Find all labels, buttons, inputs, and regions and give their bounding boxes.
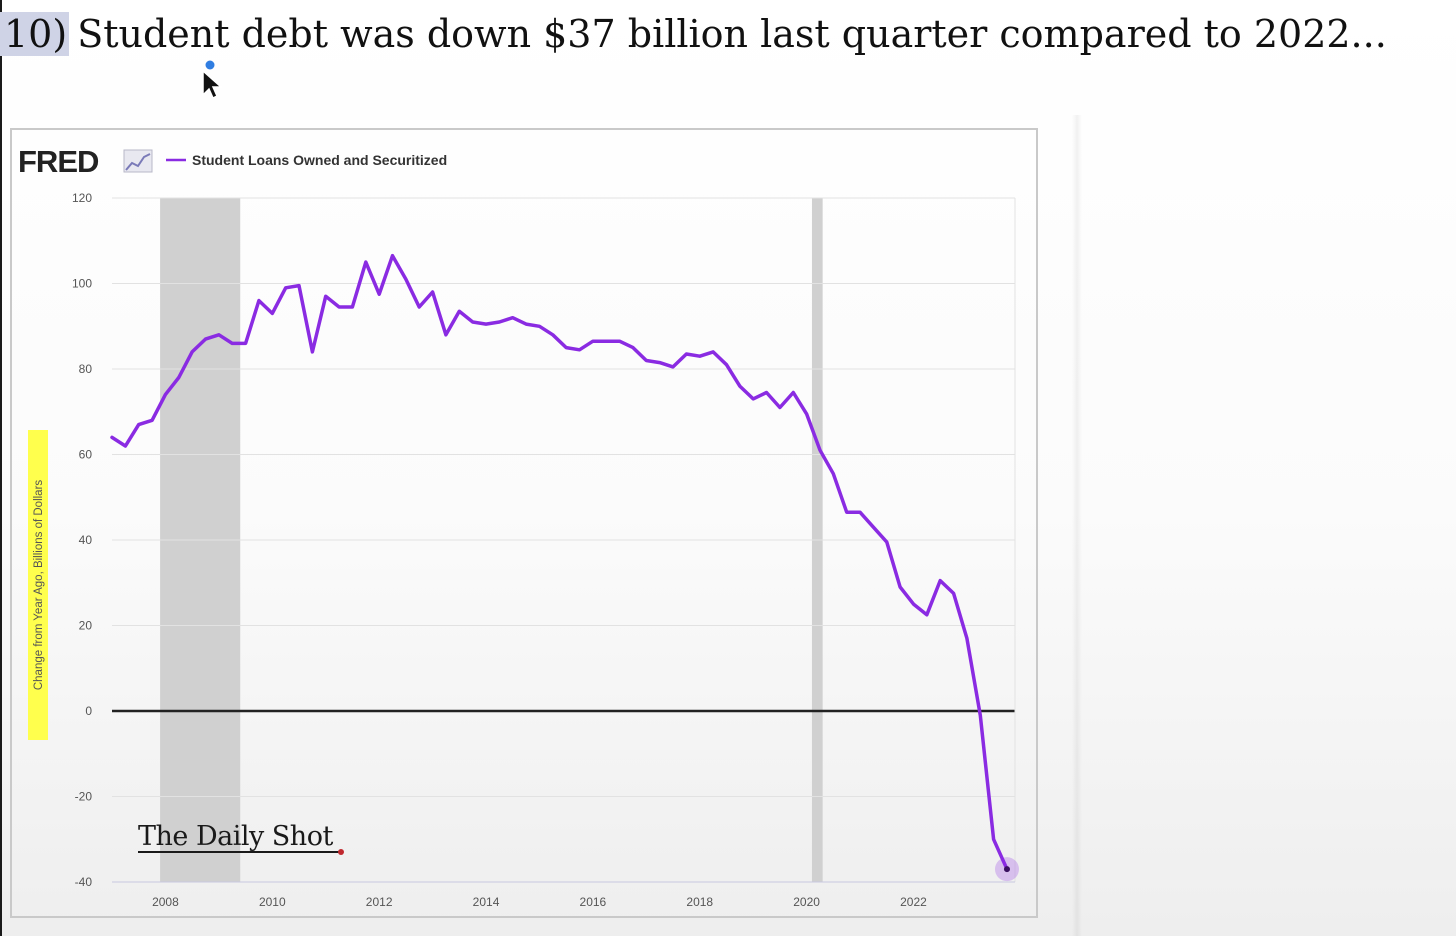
- x-tick-label: 2014: [473, 895, 500, 909]
- y-tick-label: 40: [79, 533, 93, 547]
- series-line: [110, 253, 1009, 871]
- last-point-marker: [1003, 866, 1010, 873]
- y-tick-label: -40: [75, 875, 93, 889]
- fred-logo: FRED: [18, 144, 99, 179]
- y-axis-label: Change from Year Ago, Billions of Dollar…: [33, 480, 45, 691]
- x-tick-label: 2010: [259, 895, 286, 909]
- y-tick-label: -20: [75, 790, 93, 804]
- list-number: 10): [0, 12, 70, 56]
- x-tick-label: 2012: [366, 895, 393, 909]
- watermark-dot: [338, 849, 344, 855]
- x-tick-label: 2008: [152, 895, 179, 909]
- page-title: 10) Student debt was down $37 billion las…: [0, 8, 1387, 60]
- y-tick-label: 20: [79, 619, 93, 633]
- daily-shot-watermark: The Daily Shot: [138, 821, 333, 852]
- y-axis-label-group: Change from Year Ago, Billions of Dollar…: [28, 430, 48, 740]
- x-tick-label: 2016: [580, 895, 607, 909]
- panel-divider: [1072, 115, 1082, 936]
- y-tick-label: 80: [79, 362, 93, 376]
- y-tick-label: 60: [79, 448, 93, 462]
- ylabel-highlight: [28, 430, 48, 740]
- x-tick-label: 2018: [686, 895, 713, 909]
- y-tick-label: 0: [85, 704, 92, 718]
- x-tick-label: 2020: [793, 895, 820, 909]
- y-tick-label: 100: [72, 277, 92, 291]
- y-tick-label: 120: [72, 191, 92, 205]
- window-edge: [0, 0, 2, 936]
- fred-graph-icon: [123, 149, 153, 173]
- title-text: Student debt was down $37 billion last q…: [77, 12, 1387, 56]
- mouse-pointer-icon: [202, 60, 223, 100]
- legend-entry: Student Loans Owned and Securitized: [192, 152, 447, 168]
- x-tick-label: 2022: [900, 895, 927, 909]
- fred-chart: -40 -20 0 20 40 60 80 100 120 2008 2010 2012 2014 201…: [18, 144, 1019, 909]
- chart-frame: -40 -20 0 20 40 60 80 100 120 2008 2010 2012 2014 201…: [10, 128, 1038, 918]
